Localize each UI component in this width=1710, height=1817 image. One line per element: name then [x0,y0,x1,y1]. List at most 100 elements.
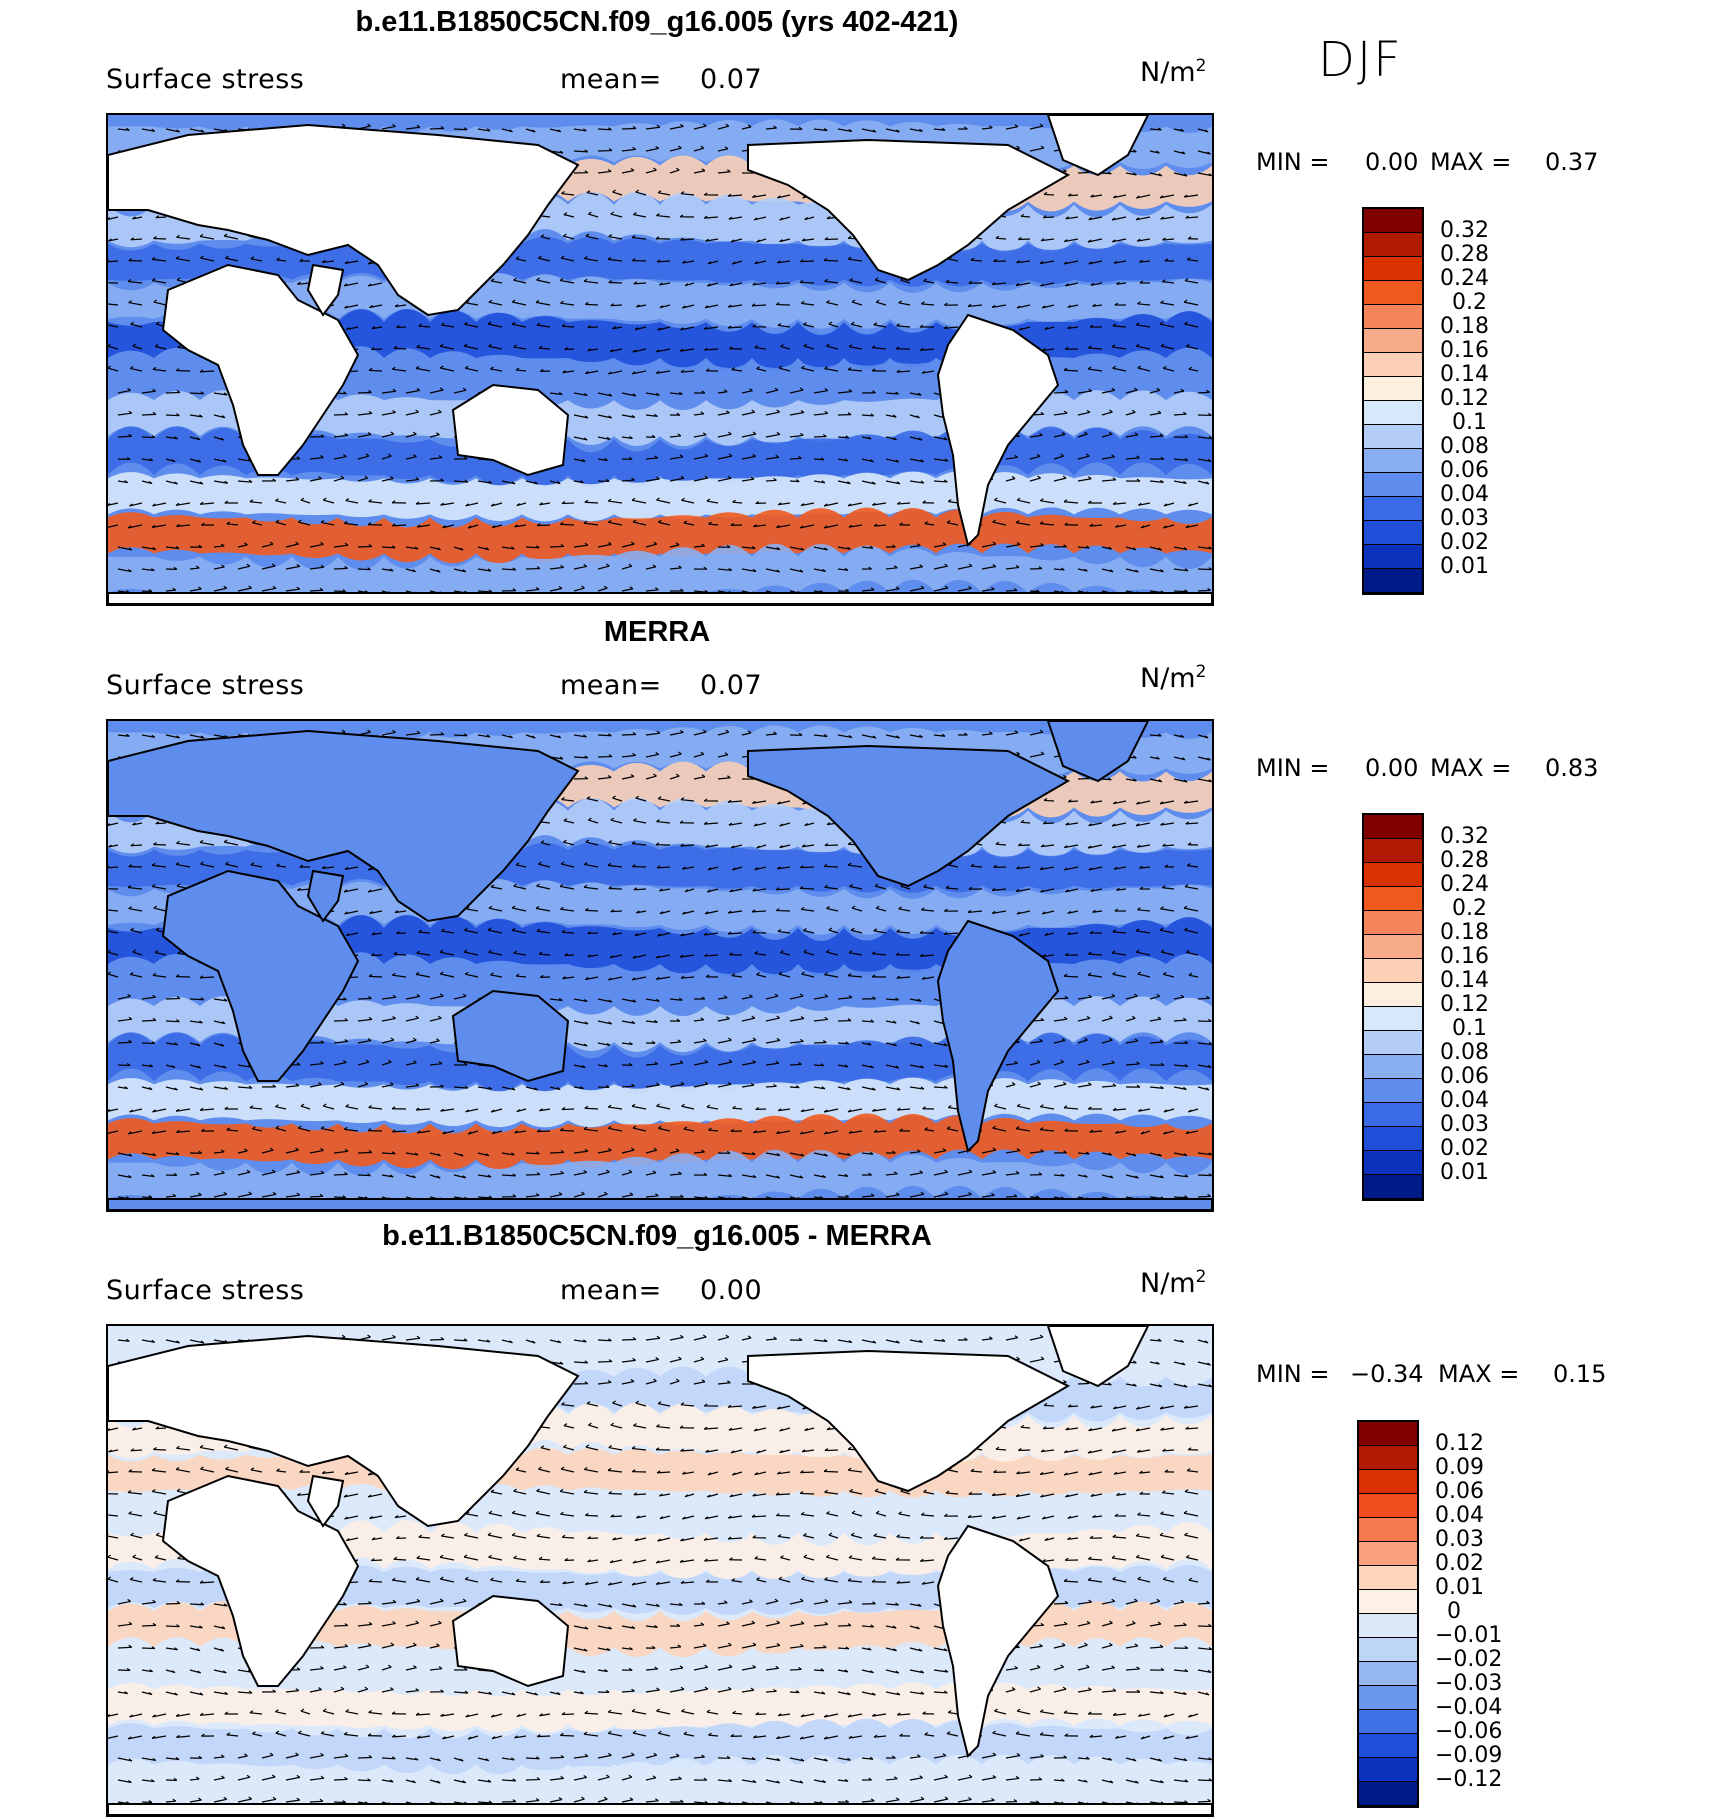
colorbar-tick-label: 0.32 [1440,220,1489,242]
colorbar-tick-label: 0.32 [1440,826,1489,848]
wind-arrow [1174,591,1188,592]
wind-arrow [358,392,371,393]
wind-arrow [539,954,550,955]
wind-arrow [430,1339,444,1340]
colorbar-tick-label: 0.24 [1440,268,1489,290]
colorbar-box [1364,1127,1422,1151]
wind-arrow [585,502,598,503]
wind-arrow [825,1450,838,1451]
wind-arrow [996,238,1006,239]
wind-arrow [585,910,598,911]
panel-1-colorbar [1362,207,1424,595]
wind-arrow [585,1108,598,1109]
wind-arrow [142,437,155,438]
colorbar-tick-label: 0.06 [1440,1066,1489,1088]
panel-1-mean-value: 0.07 [700,64,762,95]
panel-2-max-value: 0.83 [1545,754,1598,782]
wind-arrow [562,932,574,933]
colorbar-box [1364,497,1422,521]
panel-2-colorbar [1362,813,1424,1201]
colorbar-tick-label: 0.14 [1440,364,1489,386]
wind-arrow [824,1471,838,1472]
wind-arrow [153,238,166,239]
wind-arrow [562,503,574,504]
wind-arrow [334,568,348,569]
wind-arrow [539,348,550,349]
wind-arrow [996,1449,1006,1450]
colorbar-tick-label: 0.01 [1440,1162,1489,1184]
wind-arrow [166,392,180,393]
wind-arrow [776,283,790,284]
wind-arrow [419,326,430,327]
colorbar-tick-label: 0.1 [1452,412,1487,434]
wind-arrow [1198,1196,1211,1197]
season-label: DJF [1318,32,1403,88]
panel-2-map [106,719,1214,1212]
wind-arrow [358,998,371,999]
colorbar-box [1364,911,1422,935]
panel-2-mean-value: 0.07 [700,670,762,701]
panel-1-max-value: 0.37 [1545,148,1598,176]
wind-arrow [766,480,776,481]
wind-arrow [166,998,180,999]
wind-arrow [430,734,444,735]
wind-arrow [1054,998,1068,999]
wind-arrow [1018,239,1030,240]
colorbar-box [1364,959,1422,983]
panel-1-max-label: MAX = [1430,148,1511,176]
colorbar-box [1364,1007,1422,1031]
colorbar-box [1364,401,1422,425]
colorbar-tick-label: 0.06 [1440,460,1489,482]
wind-arrow [550,1152,564,1153]
wind-arrow [1174,1197,1188,1198]
wind-arrow [153,844,166,845]
colorbar-tick-label: 0.04 [1440,484,1489,506]
colorbar-box [1364,305,1422,329]
colorbar-tick-label: 0.12 [1440,994,1489,1016]
panel-3-units: N/m2 [1140,1267,1206,1299]
wind-arrow [166,1196,176,1197]
colorbar-tick-label: 0.01 [1440,556,1489,578]
wind-arrow [800,1493,814,1494]
colorbar-box [1364,1151,1422,1175]
wind-arrow [585,1515,598,1516]
wind-arrow [369,976,382,977]
colorbar-tick-label: 0.28 [1440,244,1489,266]
colorbar-tick-label: 0.14 [1440,970,1489,992]
wind-arrow [622,128,636,129]
colorbar-tick-label: 0.1 [1452,1018,1487,1040]
wind-arrow [1044,194,1054,195]
panel-2-field [108,721,1212,1210]
wind-arrow [562,326,574,327]
colorbar-box [1364,473,1422,497]
panel-3-mean-label: mean= [560,1275,662,1306]
wind-arrow [790,458,801,459]
wind-arrow [825,239,838,240]
wind-arrow [1018,1450,1030,1451]
wind-arrow [1054,392,1068,393]
wind-arrow [142,1020,156,1021]
land-mass [108,1199,1212,1210]
colorbar-box [1364,1175,1422,1199]
colorbar-box [1364,815,1422,839]
wind-arrow [334,1174,348,1175]
panel-3-variable-label: Surface stress [106,1275,304,1306]
wind-arrow [800,261,814,262]
colorbar-tick-label: 0.16 [1440,946,1489,968]
colorbar-box [1364,281,1422,305]
colorbar-tick-label: 0.08 [1440,436,1489,458]
wind-arrow [166,590,176,591]
wind-arrow [394,954,406,955]
panel-1-min-value: 0.00 [1365,148,1418,176]
wind-arrow [537,525,550,526]
colorbar-tick-label: 0.18 [1440,316,1489,338]
wind-arrow [800,867,814,868]
colorbar-box [1364,257,1422,281]
wind-arrow [1021,1427,1030,1428]
wind-arrow [800,282,814,283]
wind-arrow [430,128,444,129]
wind-arrow [1198,590,1211,591]
wind-arrow [996,844,1006,845]
wind-arrow [824,866,838,867]
